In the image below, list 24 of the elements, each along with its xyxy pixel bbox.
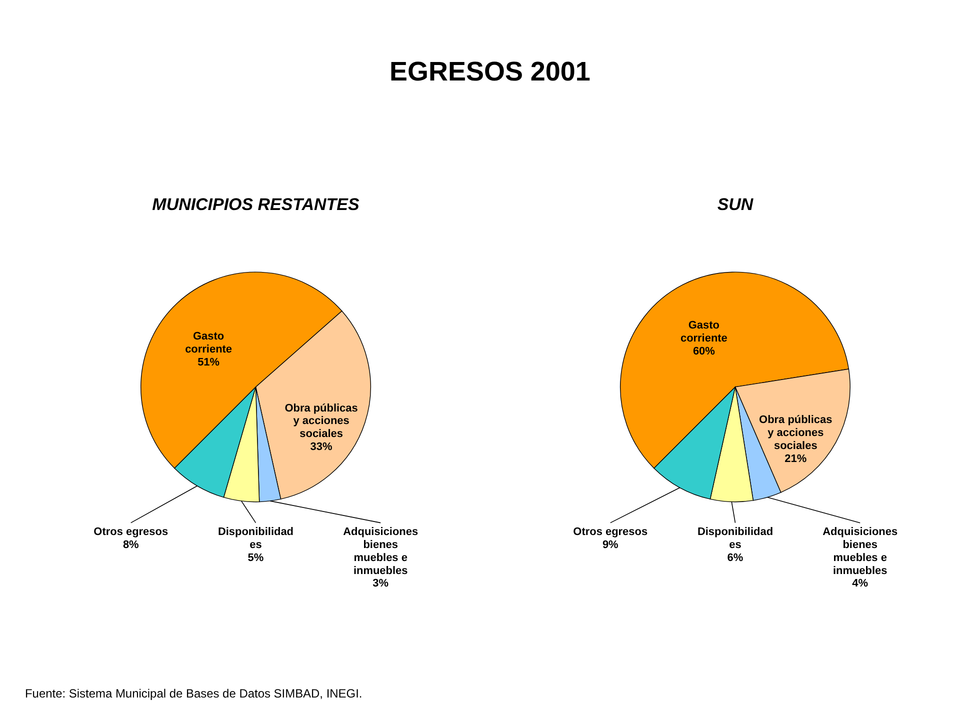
data-label: 60% — [692, 346, 716, 358]
data-label: 33% — [310, 441, 333, 454]
slice-label: Disponibilidad es — [697, 526, 774, 551]
slice-label: Otros egresos — [573, 526, 648, 538]
slice-label: Gasto corriente — [185, 330, 232, 356]
chart-subtitle: SUN — [717, 195, 754, 214]
data-label: 6% — [727, 552, 744, 564]
chart-subtitle: MUNICIPIOS RESTANTES — [152, 195, 360, 214]
data-label: 3% — [372, 578, 389, 590]
source-note: Fuente: Sistema Municipal de Bases de Datos SIMBAD, INEGI. — [24, 686, 362, 701]
slice-label: Otros egresos — [94, 526, 168, 538]
slice-label: Disponibilidad es — [218, 526, 294, 551]
text: EGRESOS 2001 — [390, 56, 590, 86]
slice-label: Gasto corriente — [680, 320, 728, 345]
data-label: 51% — [198, 356, 220, 369]
data-label: 8% — [122, 538, 140, 551]
data-label: 21% — [784, 453, 807, 466]
slice-label: Obra públicas y acciones sociales — [284, 402, 358, 440]
data-label: 5% — [248, 552, 264, 564]
data-label: 4% — [852, 578, 868, 590]
slice-label: Obra públicas y acciones sociales — [759, 414, 832, 452]
data-label: 9% — [602, 538, 619, 551]
slice-label: Adquisiciones bienes muebles e inmuebles — [822, 526, 898, 577]
slice-label: Adquisiciones bienes muebles e inmuebles — [343, 526, 418, 577]
